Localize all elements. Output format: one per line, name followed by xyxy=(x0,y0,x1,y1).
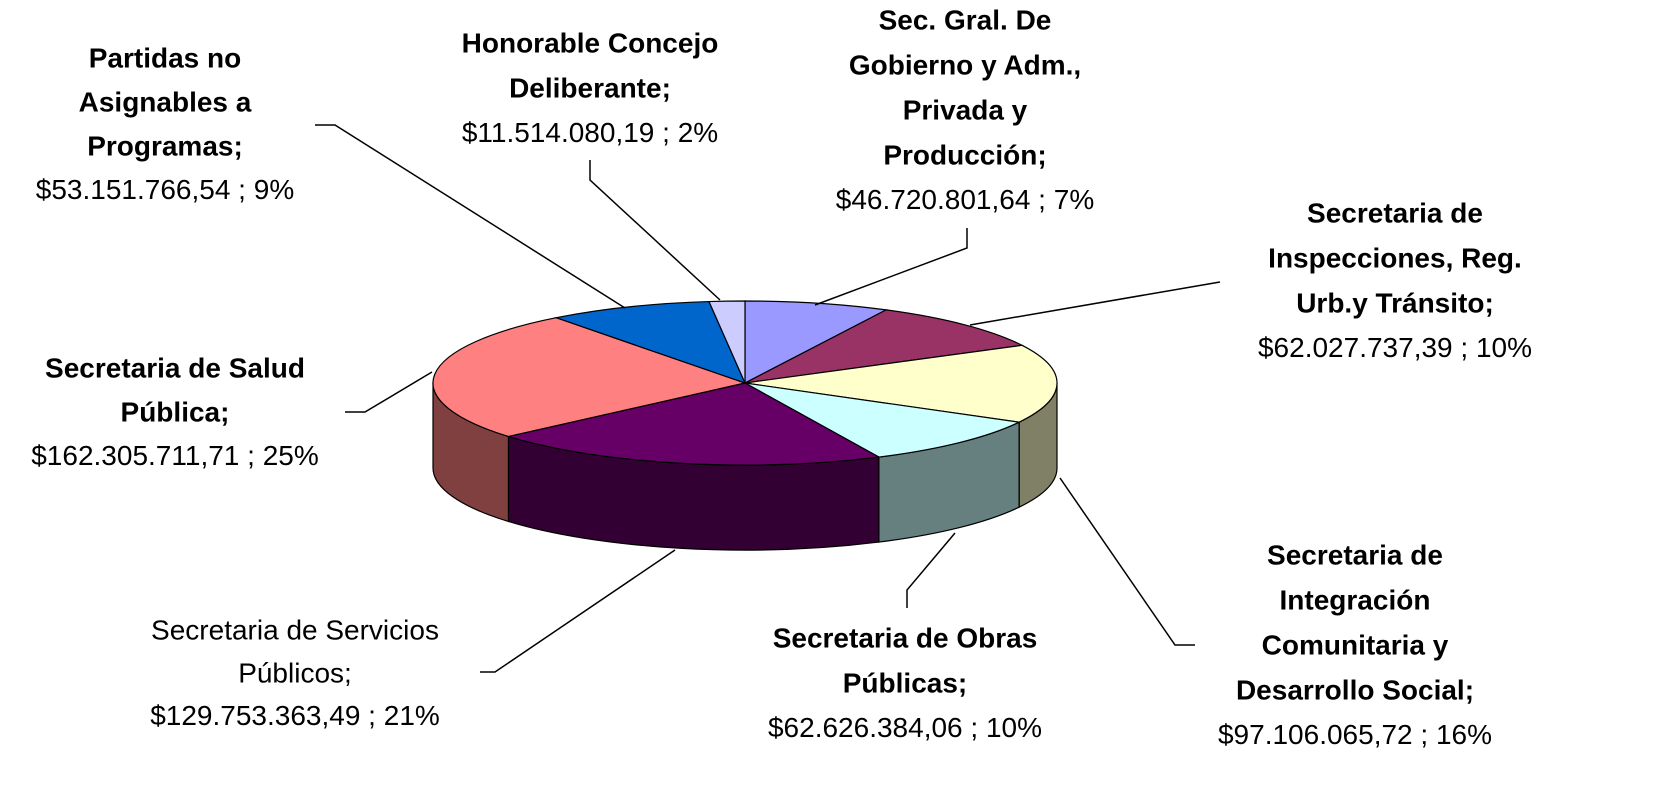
slice-label: Secretaria de Salud xyxy=(45,352,305,383)
slice-label: Privada y xyxy=(903,94,1028,125)
slice-label: Desarrollo Social; xyxy=(1236,674,1474,705)
slice-label: Secretaria de xyxy=(1267,539,1443,570)
label-separator: ; xyxy=(360,700,383,731)
percent-label: 16% xyxy=(1436,719,1492,750)
leader-line xyxy=(969,281,1221,326)
pie-slice xyxy=(553,300,747,385)
value-label: $11.514.080,19 xyxy=(462,117,655,148)
percent-label: 7% xyxy=(1054,184,1094,215)
percent-label: 10% xyxy=(986,712,1042,743)
slice-label: Integración xyxy=(1280,584,1431,615)
label-separator: ; xyxy=(1453,332,1476,363)
pie-slice xyxy=(744,382,1022,458)
label-separator: ; xyxy=(239,440,262,471)
value-label: $97.106.065,72 xyxy=(1218,719,1413,750)
leader-line xyxy=(1059,477,1195,646)
percent-label: 25% xyxy=(263,440,319,471)
slice-label: Públicas; xyxy=(843,667,967,698)
label-separator: ; xyxy=(1413,719,1436,750)
slice-label: Inspecciones, Reg. xyxy=(1268,242,1522,273)
slice-label: Secretaria de Servicios xyxy=(151,614,439,645)
leader-line xyxy=(589,160,721,301)
slice-value-label: $62.626.384,06 ; 10% xyxy=(768,712,1042,743)
label-separator: ; xyxy=(230,174,253,205)
slice-label: Asignables a xyxy=(79,86,252,117)
slice-value-label: $62.027.737,39 ; 10% xyxy=(1258,332,1532,363)
slice-label: Secretaria de xyxy=(1307,197,1483,228)
slice-value-label: $162.305.711,71 ; 25% xyxy=(31,440,319,471)
slice-value-label: $46.720.801,64 ; 7% xyxy=(836,184,1094,215)
pie-slice xyxy=(506,382,881,466)
slice-label: Partidas no xyxy=(89,42,241,73)
value-label: $62.626.384,06 xyxy=(768,712,963,743)
value-label: $46.720.801,64 xyxy=(836,184,1031,215)
leader-line xyxy=(480,549,676,673)
value-label: $162.305.711,71 xyxy=(31,440,239,471)
slice-value-label: $97.106.065,72 ; 16% xyxy=(1218,719,1492,750)
slice-label: Urb.y Tránsito; xyxy=(1296,287,1494,318)
label-separator: ; xyxy=(654,117,677,148)
leader-line xyxy=(814,228,968,306)
slice-label: Secretaria de Obras xyxy=(773,622,1038,653)
value-label: $129.753.363,49 xyxy=(150,700,360,731)
slice-label: Gobierno y Adm., xyxy=(849,49,1081,80)
slice-value-label: $53.151.766,54 ; 9% xyxy=(36,174,294,205)
pie-slice xyxy=(708,300,746,384)
slice-label: Programas; xyxy=(87,130,243,161)
value-label: $62.027.737,39 xyxy=(1258,332,1453,363)
pie-slice xyxy=(744,309,1025,384)
slice-label: Públicos; xyxy=(238,657,352,688)
percent-label: 10% xyxy=(1476,332,1532,363)
slice-value-label: $11.514.080,19 ; 2% xyxy=(462,117,718,148)
percent-label: 21% xyxy=(384,700,440,731)
slice-label: Deliberante; xyxy=(509,72,671,103)
percent-label: 9% xyxy=(254,174,294,205)
leader-line xyxy=(315,124,626,309)
slice-label: Pública; xyxy=(121,396,230,427)
slice-label: Comunitaria y xyxy=(1262,629,1449,660)
pie-slice xyxy=(744,344,1058,423)
leader-line xyxy=(906,532,956,608)
slice-label: Producción; xyxy=(883,139,1046,170)
slice-value-label: $129.753.363,49 ; 21% xyxy=(150,700,440,731)
label-separator: ; xyxy=(1030,184,1053,215)
leader-line xyxy=(345,371,433,413)
pie-slice xyxy=(432,317,748,438)
slice-label: Honorable Concejo xyxy=(462,27,719,58)
label-separator: ; xyxy=(963,712,986,743)
percent-label: 2% xyxy=(678,117,718,148)
value-label: $53.151.766,54 xyxy=(36,174,231,205)
slice-label: Sec. Gral. De xyxy=(879,4,1052,35)
